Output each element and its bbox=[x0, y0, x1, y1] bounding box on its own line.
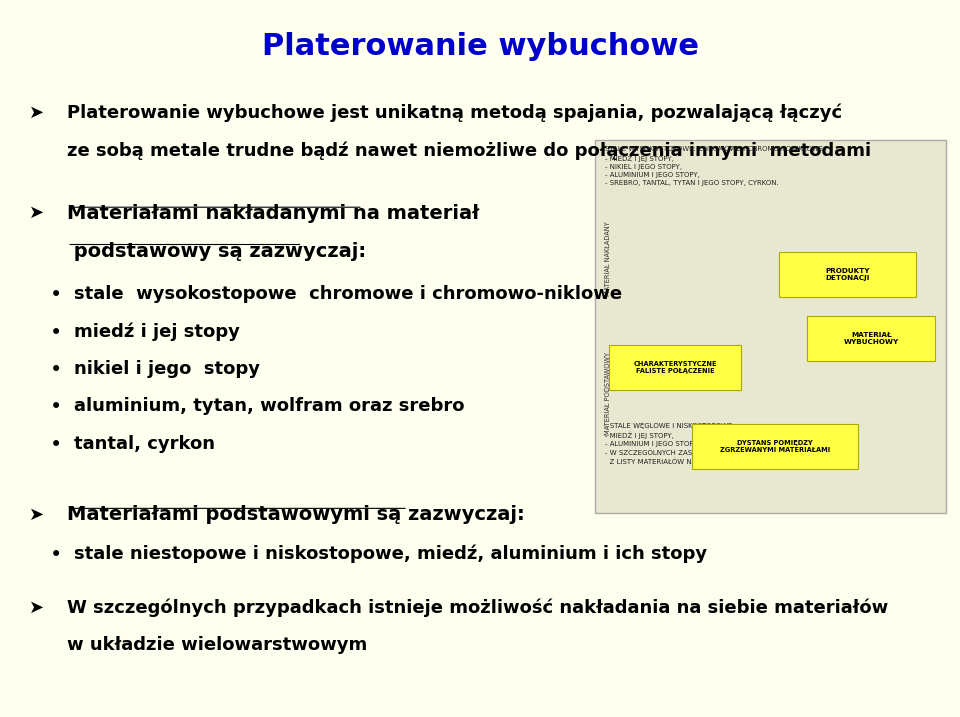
Text: •: • bbox=[50, 435, 62, 455]
Text: nikiel i jego  stopy: nikiel i jego stopy bbox=[74, 360, 260, 378]
Text: •: • bbox=[50, 397, 62, 417]
Text: Materiałami podstawowymi są zazwyczaj:: Materiałami podstawowymi są zazwyczaj: bbox=[67, 505, 525, 524]
Text: Materiałami nakładanymi na materiał: Materiałami nakładanymi na materiał bbox=[67, 204, 479, 223]
Text: DYSTANS POMIĘDZY
ZGRZEWANYMI MATERIAŁAMI: DYSTANS POMIĘDZY ZGRZEWANYMI MATERIAŁAMI bbox=[720, 440, 830, 453]
Text: - STALE WĘGLOWE I NISKOSTOPOWE,
- MIEDŹ I JEJ STOPY,
- ALUMINIUM I JEGO STOPY,
-: - STALE WĘGLOWE I NISKOSTOPOWE, - MIEDŹ … bbox=[605, 423, 829, 465]
FancyBboxPatch shape bbox=[779, 252, 916, 297]
Text: ➤: ➤ bbox=[29, 204, 44, 222]
FancyBboxPatch shape bbox=[595, 140, 946, 513]
Text: miedź i jej stopy: miedź i jej stopy bbox=[74, 323, 240, 341]
Text: ➤: ➤ bbox=[29, 599, 44, 617]
Text: •: • bbox=[50, 323, 62, 343]
Text: stale niestopowe i niskostopowe, miedź, aluminium i ich stopy: stale niestopowe i niskostopowe, miedź, … bbox=[74, 545, 708, 564]
Text: •: • bbox=[50, 285, 62, 305]
Text: MATERIAŁ
WYBUCHOWY: MATERIAŁ WYBUCHOWY bbox=[844, 332, 899, 346]
Text: PRODUKTY
DETONACJI: PRODUKTY DETONACJI bbox=[825, 267, 870, 281]
Text: MATERIAŁ PODSTAWOWY: MATERIAŁ PODSTAWOWY bbox=[605, 352, 611, 435]
Text: MATERIAŁ NAKŁADANY: MATERIAŁ NAKŁADANY bbox=[605, 222, 611, 297]
FancyBboxPatch shape bbox=[609, 345, 741, 390]
Text: ➤: ➤ bbox=[29, 505, 44, 523]
Text: tantal, cyrkon: tantal, cyrkon bbox=[74, 435, 215, 452]
Text: CHARAKTERYSTYCZNE
FALISTE POŁĄCZENIE: CHARAKTERYSTYCZNE FALISTE POŁĄCZENIE bbox=[634, 361, 716, 374]
Text: STALE WYSOKOSTOPOWE: CHROMOWE I CHROMOWONIKLOWE,
- MIEDŹ I JEJ STOPY,
- NIKIEL I: STALE WYSOKOSTOPOWE: CHROMOWE I CHROMOWO… bbox=[605, 146, 826, 186]
Text: podstawowy są zazwyczaj:: podstawowy są zazwyczaj: bbox=[67, 242, 367, 260]
FancyBboxPatch shape bbox=[807, 316, 935, 361]
Text: Platerowanie wybuchowe jest unikatną metodą spajania, pozwalającą łączyć: Platerowanie wybuchowe jest unikatną met… bbox=[67, 104, 842, 123]
Text: •: • bbox=[50, 360, 62, 380]
Text: Platerowanie wybuchowe: Platerowanie wybuchowe bbox=[261, 32, 699, 61]
FancyBboxPatch shape bbox=[692, 424, 858, 469]
Text: ze sobą metale trudne bądź nawet niemożliwe do połączenia innymi  metodami: ze sobą metale trudne bądź nawet niemożl… bbox=[67, 142, 872, 161]
Text: W szczególnych przypadkach istnieje możliwość nakładania na siebie materiałów: W szczególnych przypadkach istnieje możl… bbox=[67, 599, 888, 617]
Text: w układzie wielowarstwowym: w układzie wielowarstwowym bbox=[67, 636, 368, 654]
Text: stale  wysokostopowe  chromowe i chromowo-niklowe: stale wysokostopowe chromowe i chromowo-… bbox=[74, 285, 622, 303]
Text: ➤: ➤ bbox=[29, 104, 44, 122]
Text: aluminium, tytan, wolfram oraz srebro: aluminium, tytan, wolfram oraz srebro bbox=[74, 397, 465, 415]
Text: •: • bbox=[50, 545, 62, 565]
